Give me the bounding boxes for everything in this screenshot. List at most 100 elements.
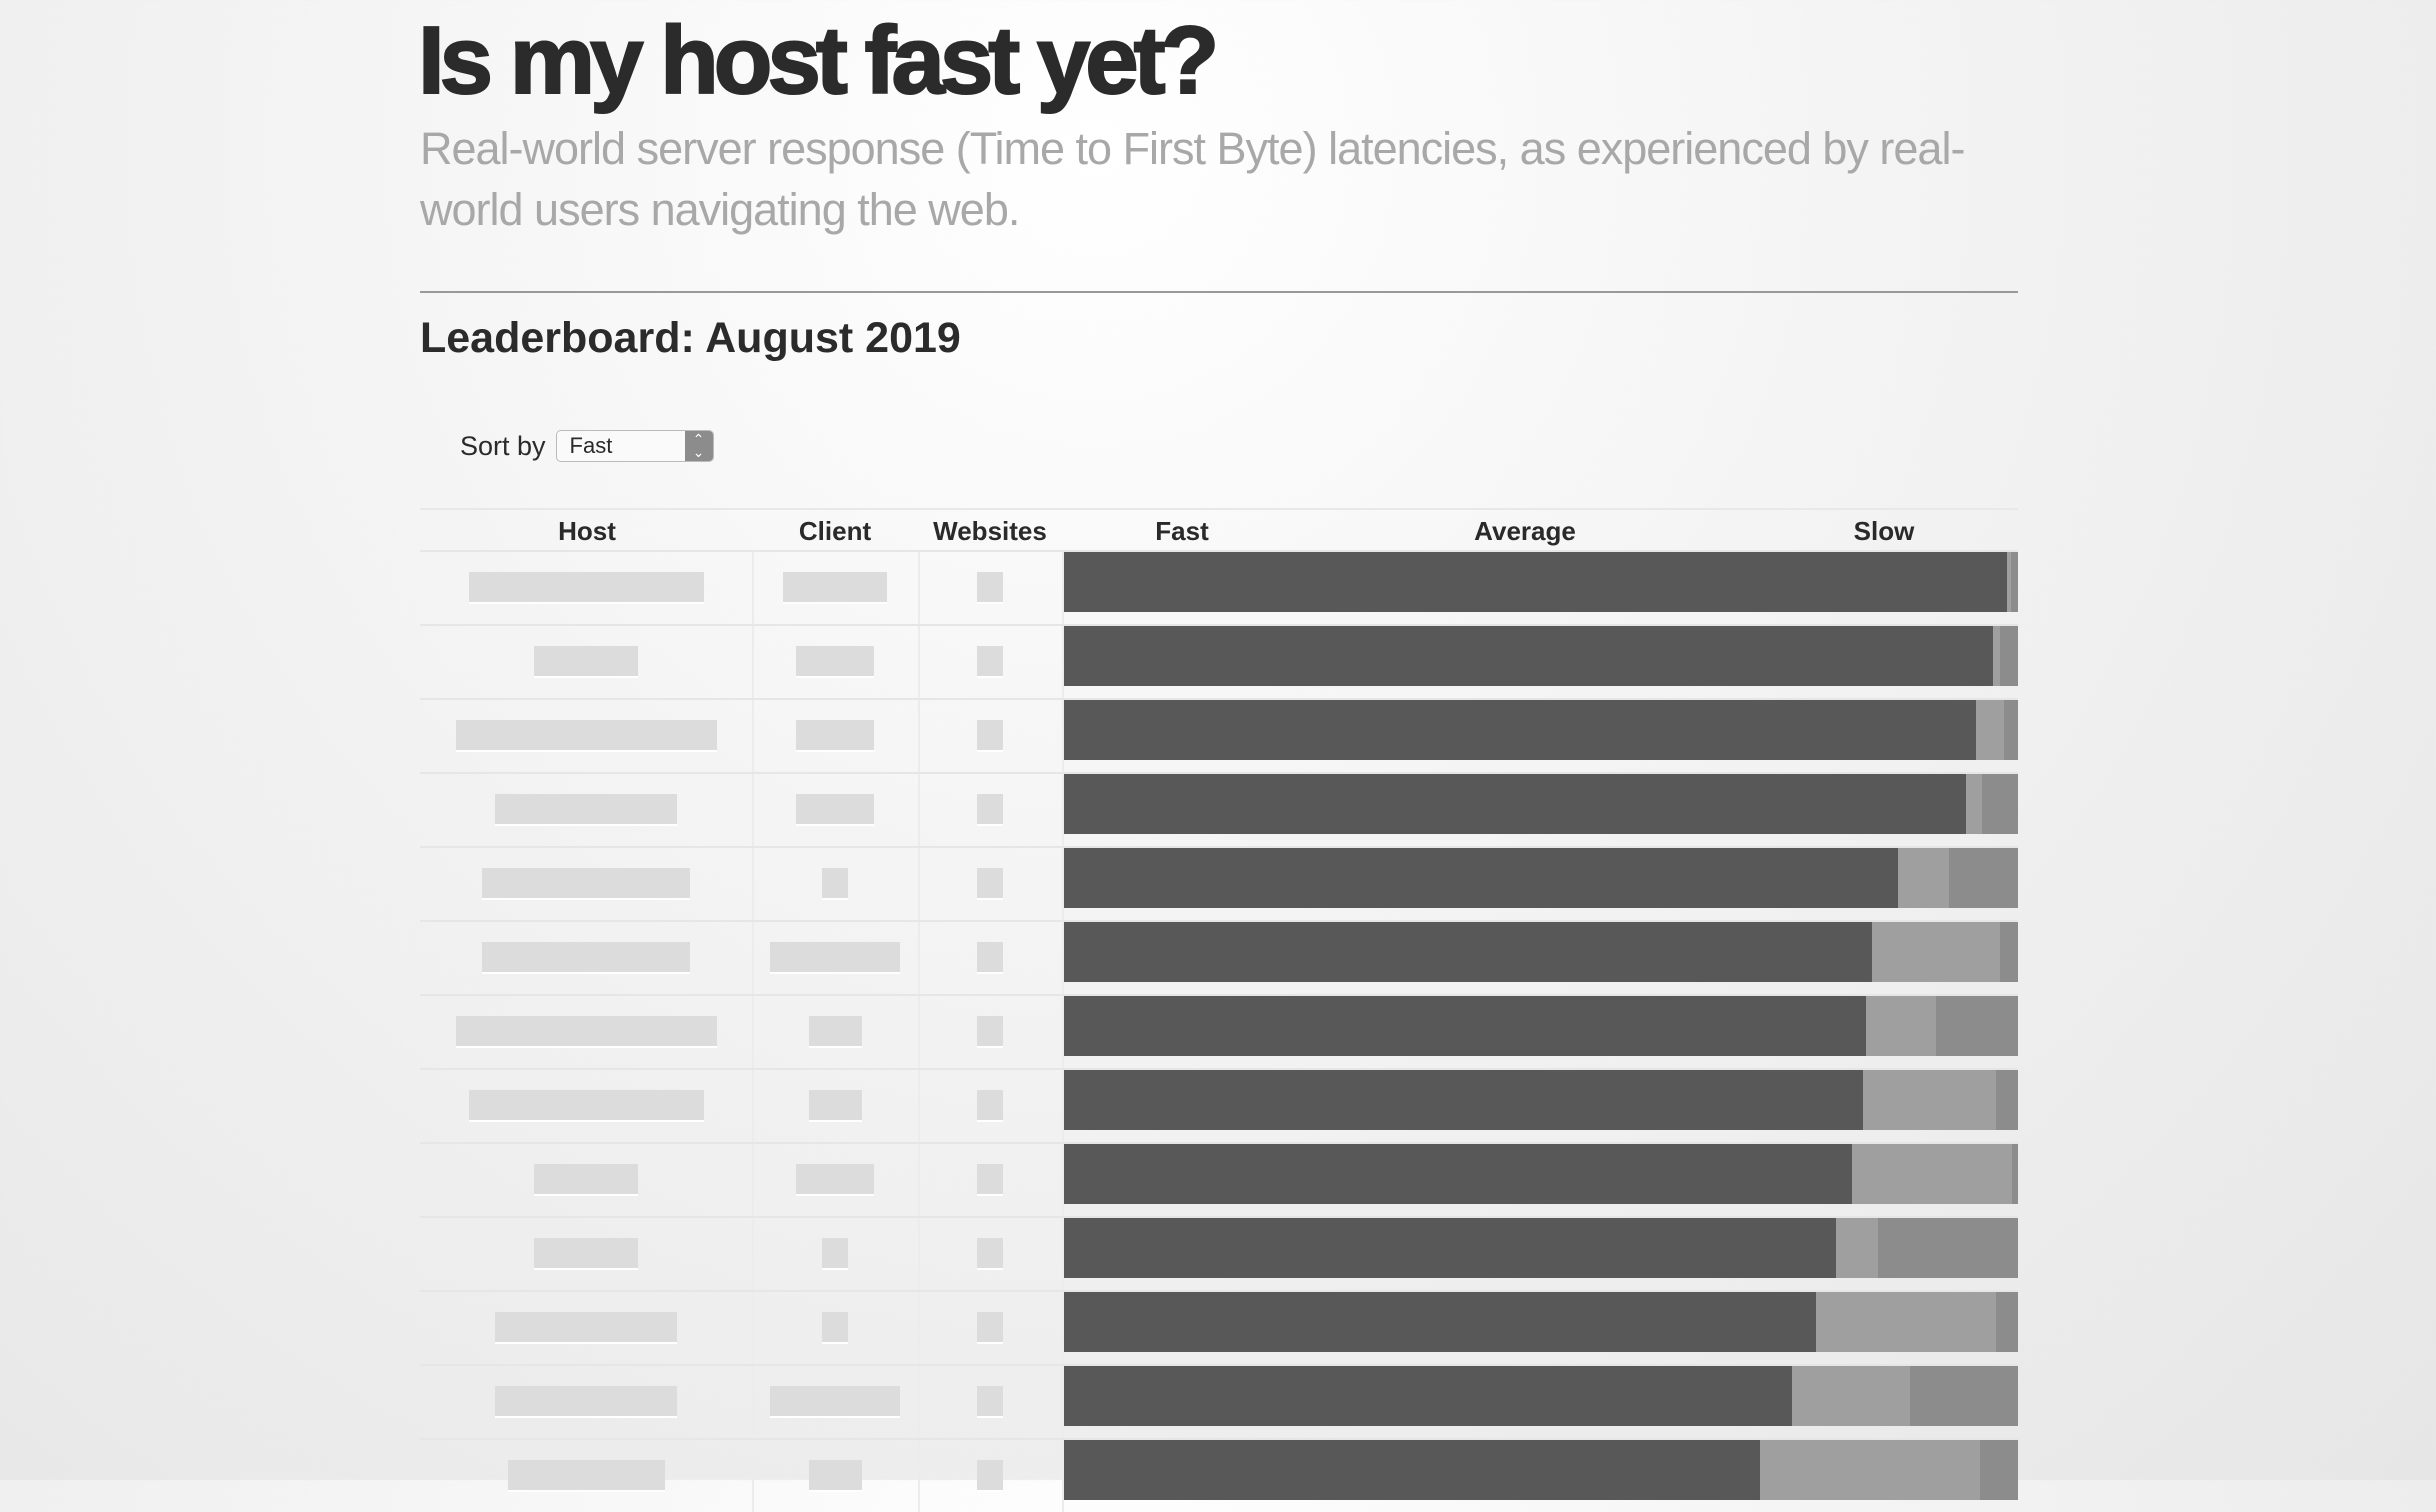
websites-placeholder <box>977 1460 1003 1492</box>
host-placeholder <box>482 868 690 900</box>
bar-segment-fast <box>1064 1144 1852 1204</box>
host-cell <box>420 774 754 846</box>
bar-segment-fast <box>1064 552 2007 612</box>
table-row[interactable] <box>420 994 2018 1068</box>
websites-cell <box>918 626 1064 698</box>
host-placeholder <box>495 794 677 826</box>
client-placeholder <box>796 646 874 678</box>
websites-placeholder <box>977 720 1003 752</box>
table-row[interactable] <box>420 772 2018 846</box>
table-row[interactable] <box>420 1364 2018 1438</box>
websites-placeholder <box>977 1238 1003 1270</box>
bar-segment-average <box>1872 922 2000 982</box>
table-body <box>420 550 2018 1512</box>
bar-segment-slow <box>1949 848 2018 908</box>
column-header-host[interactable]: Host <box>558 516 616 546</box>
divider <box>420 291 2018 293</box>
table-row[interactable] <box>420 550 2018 624</box>
websites-cell <box>918 700 1064 772</box>
client-placeholder <box>822 1312 848 1344</box>
host-placeholder <box>495 1312 677 1344</box>
bar-segment-fast <box>1064 996 1867 1056</box>
client-placeholder <box>796 1164 874 1196</box>
bar-segment-slow <box>1877 1218 2018 1278</box>
websites-cell <box>918 848 1064 920</box>
table-header: Host Client Websites Fast Average Slow <box>420 508 2018 550</box>
table-row[interactable] <box>420 1142 2018 1216</box>
client-cell <box>752 848 920 920</box>
client-cell <box>752 552 920 624</box>
table-row[interactable] <box>420 1290 2018 1364</box>
bar-segment-fast <box>1064 774 1967 834</box>
host-cell <box>420 922 754 994</box>
table-row[interactable] <box>420 920 2018 994</box>
client-placeholder <box>796 794 874 826</box>
client-placeholder <box>808 1016 862 1048</box>
bar-segment-average <box>1791 1366 1911 1426</box>
host-cell <box>420 1292 754 1364</box>
host-cell <box>420 1144 754 1216</box>
table-row[interactable] <box>420 846 2018 920</box>
table-row[interactable] <box>420 698 2018 772</box>
table-row[interactable] <box>420 624 2018 698</box>
client-cell <box>752 1292 920 1364</box>
bar-segment-average <box>2006 552 2012 612</box>
client-cell <box>752 1144 920 1216</box>
leaderboard-heading: Leaderboard: August 2019 <box>420 314 961 362</box>
latency-bar <box>1064 1070 2018 1130</box>
bar-segment-average <box>1966 774 1982 834</box>
table-row[interactable] <box>420 1068 2018 1142</box>
websites-placeholder <box>977 942 1003 974</box>
latency-bar <box>1064 626 2018 686</box>
latency-bar <box>1064 1218 2018 1278</box>
sort-label: Sort by <box>460 430 546 461</box>
latency-bar <box>1064 774 2018 834</box>
websites-placeholder <box>977 646 1003 678</box>
bar-segment-fast <box>1064 1218 1836 1278</box>
host-placeholder <box>495 1386 677 1418</box>
column-header-average[interactable]: Average <box>1474 516 1576 546</box>
bar-segment-average <box>1993 626 2000 686</box>
bar-segment-fast <box>1064 1366 1792 1426</box>
client-placeholder <box>822 1238 848 1270</box>
leaderboard-table: Host Client Websites Fast Average Slow <box>420 508 2018 1512</box>
bar-segment-slow <box>1979 1440 2018 1500</box>
sort-select-value: Fast <box>569 433 613 458</box>
host-placeholder <box>534 1164 638 1196</box>
bar-segment-fast <box>1064 700 1977 760</box>
websites-cell <box>918 996 1064 1068</box>
bar-segment-slow <box>2003 700 2018 760</box>
bar-segment-average <box>1976 700 2004 760</box>
bar-segment-slow <box>1935 996 2018 1056</box>
column-header-fast[interactable]: Fast <box>1155 516 1209 546</box>
bar-segment-fast <box>1064 1440 1761 1500</box>
column-header-slow[interactable]: Slow <box>1853 516 1915 546</box>
websites-cell <box>918 552 1064 624</box>
sort-select[interactable]: Fast ⌃ ⌄ <box>555 430 714 462</box>
column-header-client[interactable]: Client <box>798 516 872 546</box>
bar-segment-slow <box>1999 626 2018 686</box>
client-cell <box>752 1440 920 1512</box>
latency-bar <box>1064 996 2018 1056</box>
websites-placeholder <box>977 868 1003 900</box>
host-placeholder <box>468 572 704 604</box>
table-row[interactable] <box>420 1438 2018 1512</box>
websites-cell <box>918 774 1064 846</box>
host-placeholder <box>455 720 717 752</box>
websites-cell <box>918 1144 1064 1216</box>
latency-bar <box>1064 1292 2018 1352</box>
client-cell <box>752 1070 920 1142</box>
column-header-websites[interactable]: Websites <box>933 516 1047 546</box>
websites-placeholder <box>977 794 1003 826</box>
client-cell <box>752 922 920 994</box>
host-cell <box>420 552 754 624</box>
client-cell <box>752 996 920 1068</box>
latency-bar <box>1064 552 2018 612</box>
websites-cell <box>918 1366 1064 1438</box>
host-cell <box>420 1366 754 1438</box>
host-placeholder <box>482 942 690 974</box>
page-title: Is my host fast yet? <box>417 6 1220 115</box>
client-placeholder <box>796 720 874 752</box>
table-row[interactable] <box>420 1216 2018 1290</box>
websites-placeholder <box>977 1016 1003 1048</box>
